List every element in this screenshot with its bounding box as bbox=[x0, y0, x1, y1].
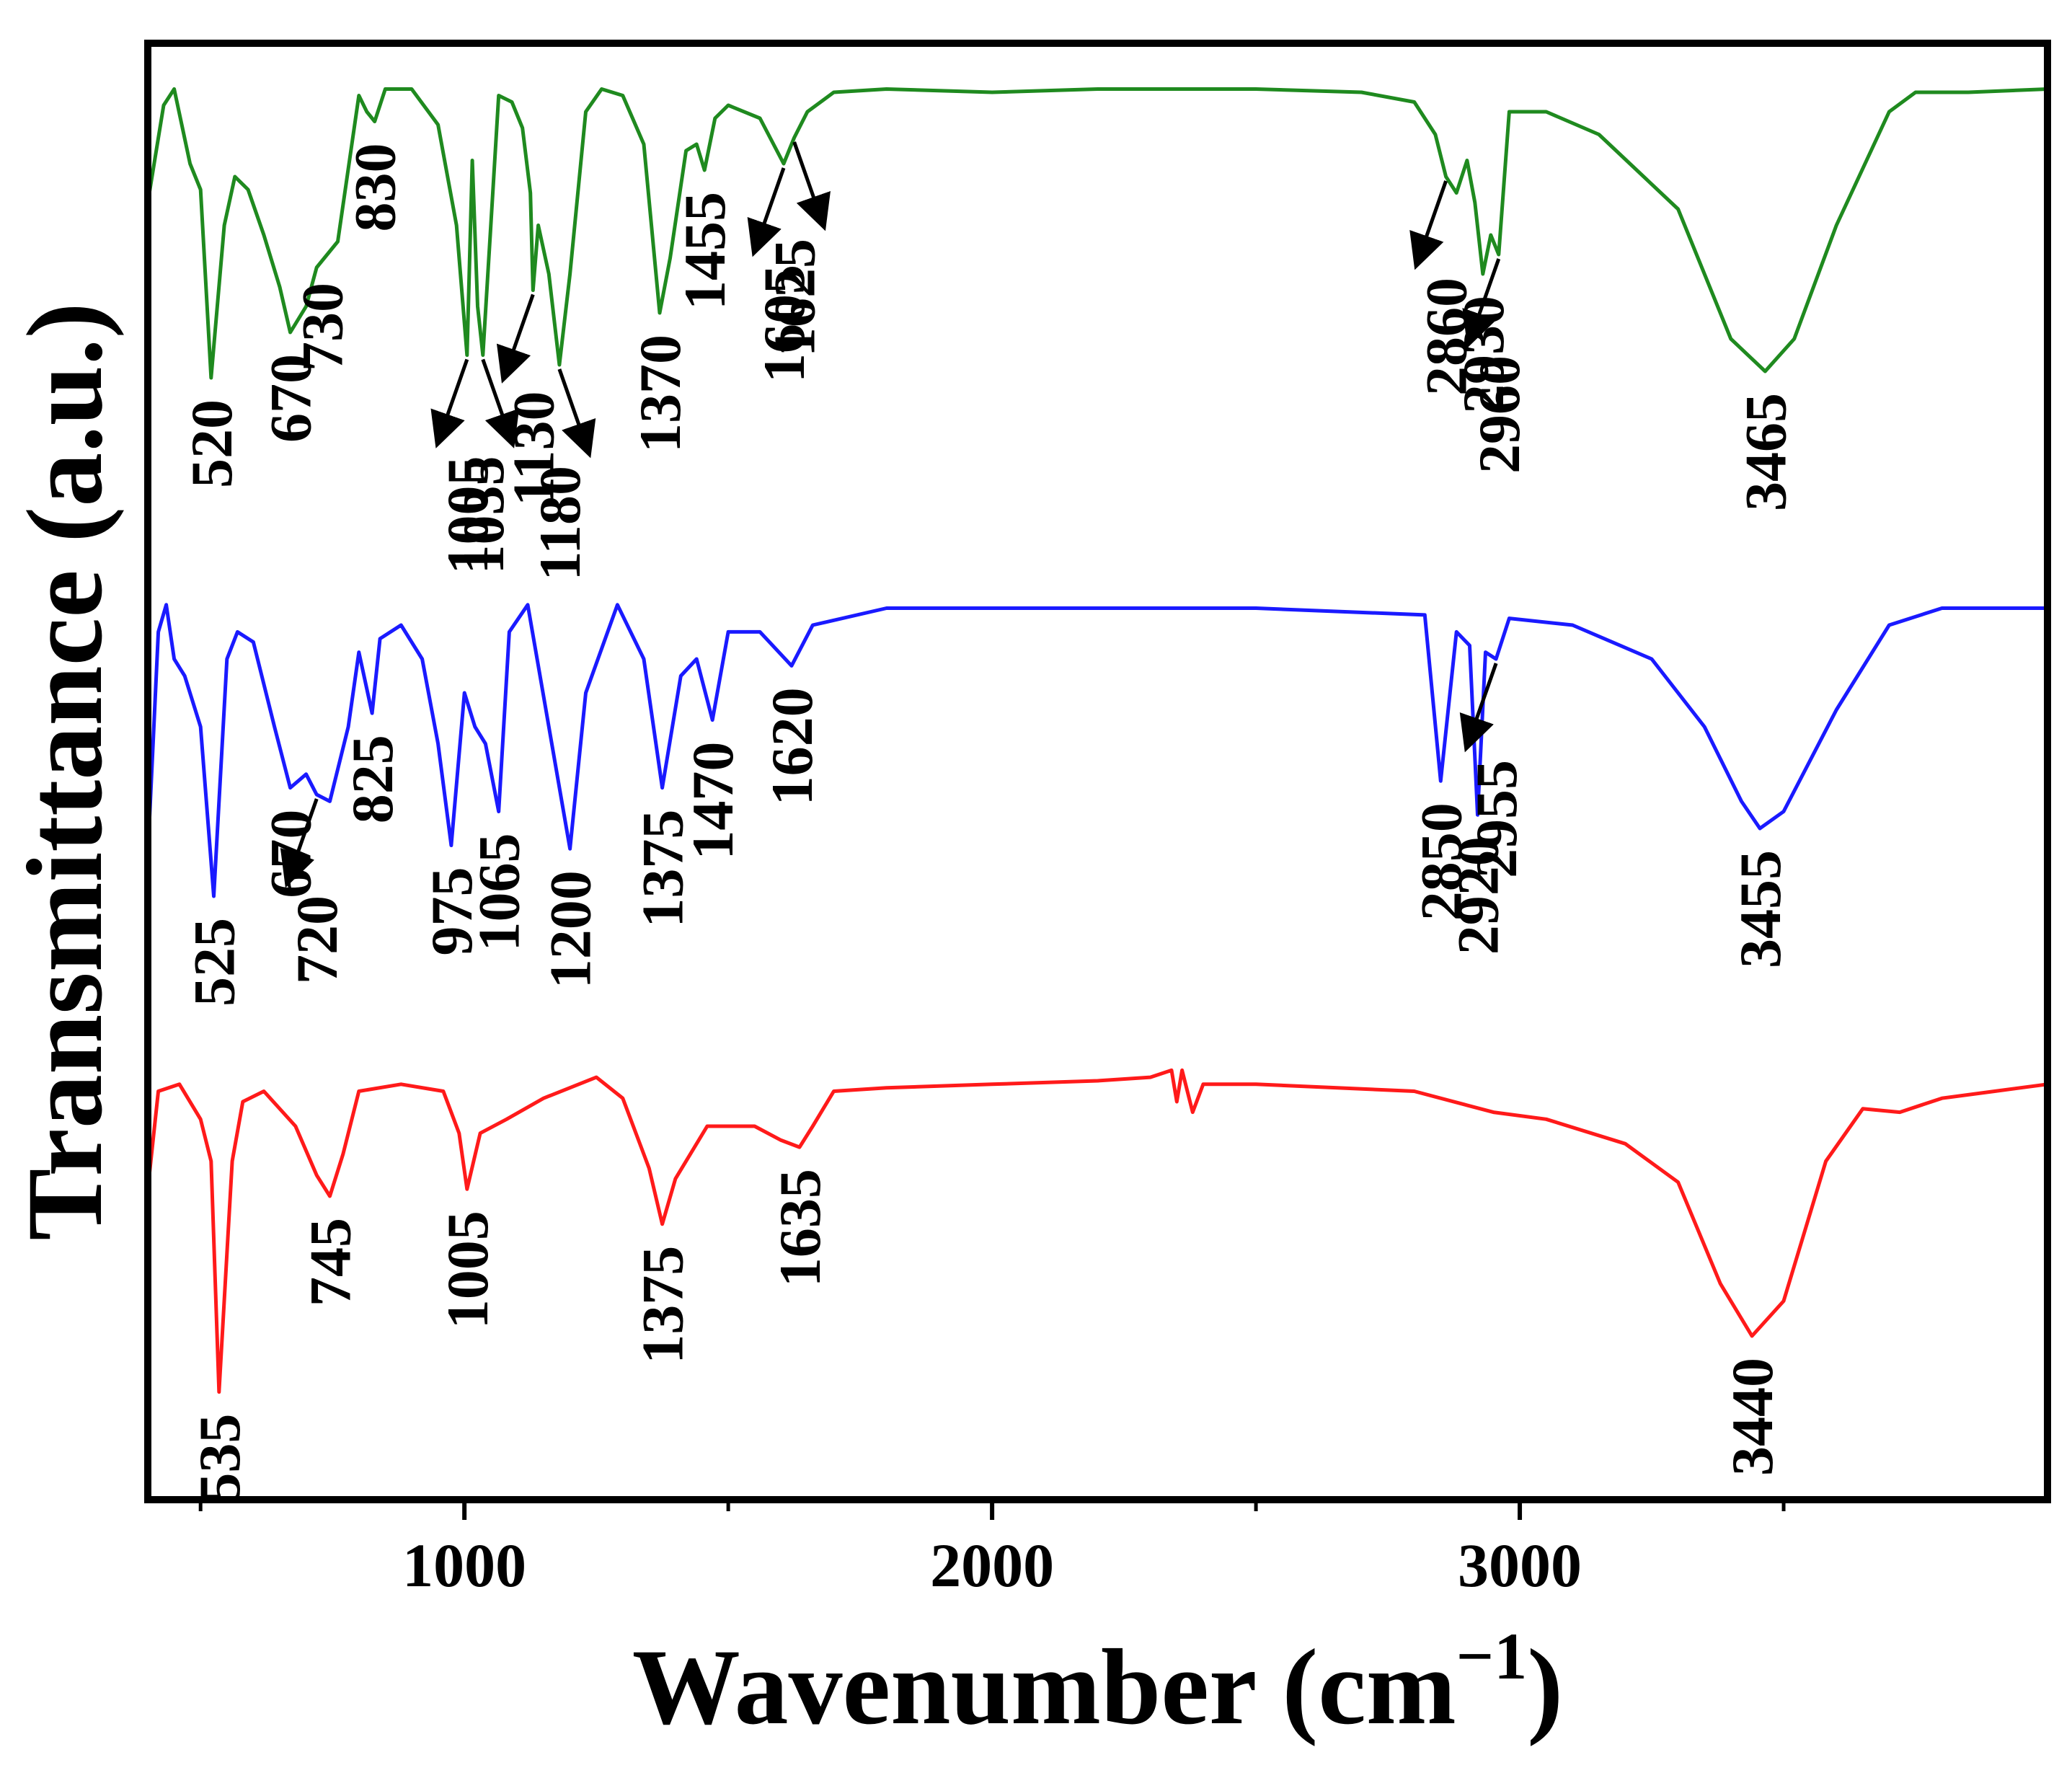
peak-arrow bbox=[557, 368, 596, 459]
peak-label-middle-525: 525 bbox=[182, 918, 247, 1007]
x-axis-title: Wavenumber (cm−1) bbox=[632, 1619, 1563, 1747]
x-axis-title-text: Wavenumber (cm bbox=[632, 1627, 1456, 1747]
peak-label-top-1005: 1005 bbox=[435, 456, 500, 575]
peak-arrow bbox=[481, 358, 520, 448]
series-line-middle bbox=[146, 603, 2047, 898]
peak-label-middle-720: 720 bbox=[284, 895, 350, 984]
x-axis-ticks: 1000 2000 3000 bbox=[198, 1500, 1786, 1600]
x-axis-title-close: ) bbox=[1527, 1627, 1563, 1747]
peak-label-top-1625: 1625 bbox=[762, 239, 828, 357]
peak-label-top-830: 830 bbox=[342, 143, 408, 232]
peak-label-bottom-745: 745 bbox=[298, 1218, 363, 1306]
peak-label-bottom-535: 535 bbox=[187, 1414, 252, 1503]
peak-arrow bbox=[1409, 180, 1448, 270]
peak-arrow bbox=[1462, 258, 1501, 348]
peak-label-middle-1620: 1620 bbox=[759, 687, 825, 805]
peak-label-top-1455: 1455 bbox=[672, 192, 738, 310]
peak-arrow bbox=[792, 141, 831, 231]
series-layer bbox=[146, 87, 2048, 1394]
peak-label-middle-975: 975 bbox=[419, 867, 484, 956]
peak-label-bottom-1375: 1375 bbox=[630, 1246, 696, 1364]
peak-label-middle-3455: 3455 bbox=[1727, 850, 1793, 968]
plot-frame bbox=[144, 40, 2051, 1503]
peak-label-top-670: 670 bbox=[258, 354, 324, 443]
peak-arrow bbox=[280, 798, 319, 888]
peak-label-middle-1065: 1065 bbox=[466, 833, 532, 952]
peak-label-middle-1200: 1200 bbox=[538, 870, 603, 988]
peak-label-middle-2920: 2920 bbox=[1445, 836, 1511, 955]
x-axis-title-superscript: −1 bbox=[1456, 1619, 1527, 1693]
y-axis-title: Transmittance (a.u.) bbox=[5, 302, 125, 1240]
peak-label-middle-2850: 2850 bbox=[1408, 802, 1474, 921]
peak-arrow bbox=[1459, 663, 1498, 753]
x-tick-label: 1000 bbox=[402, 1531, 526, 1600]
peak-label-top-1035: 1035 bbox=[451, 456, 516, 575]
peak-arrow bbox=[496, 293, 535, 384]
peak-arrow bbox=[430, 358, 469, 448]
series-line-bottom bbox=[146, 1068, 2048, 1394]
peak-label-top-520: 520 bbox=[179, 399, 244, 488]
peak-label-middle-2955: 2955 bbox=[1464, 760, 1529, 878]
peak-label-middle-1375: 1375 bbox=[630, 810, 696, 928]
peak-label-middle-825: 825 bbox=[340, 735, 405, 823]
peak-label-middle-1470: 1470 bbox=[680, 742, 745, 860]
peak-label-top-3465: 3465 bbox=[1732, 393, 1798, 511]
peak-arrow bbox=[747, 167, 786, 257]
x-tick-label: 3000 bbox=[1458, 1531, 1582, 1600]
x-tick-label: 2000 bbox=[930, 1531, 1054, 1600]
series-line-top bbox=[146, 87, 2048, 380]
peak-label-bottom-3440: 3440 bbox=[1719, 1358, 1785, 1476]
peak-label-top-2960: 2960 bbox=[1466, 355, 1532, 474]
peak-label-middle-670: 670 bbox=[258, 810, 324, 898]
peak-label-top-1370: 1370 bbox=[627, 335, 693, 453]
peak-label-bottom-1635: 1635 bbox=[767, 1169, 833, 1287]
peak-label-top-1130: 1130 bbox=[500, 392, 566, 506]
peak-label-top-730: 730 bbox=[290, 283, 355, 371]
peak-label-top-1605: 1605 bbox=[751, 265, 817, 383]
peak-label-top-1180: 1180 bbox=[527, 466, 593, 580]
peak-label-bottom-1005: 1005 bbox=[435, 1211, 500, 1329]
peak-annotations: 5206707308301005103511301180137014551605… bbox=[179, 141, 1798, 1503]
